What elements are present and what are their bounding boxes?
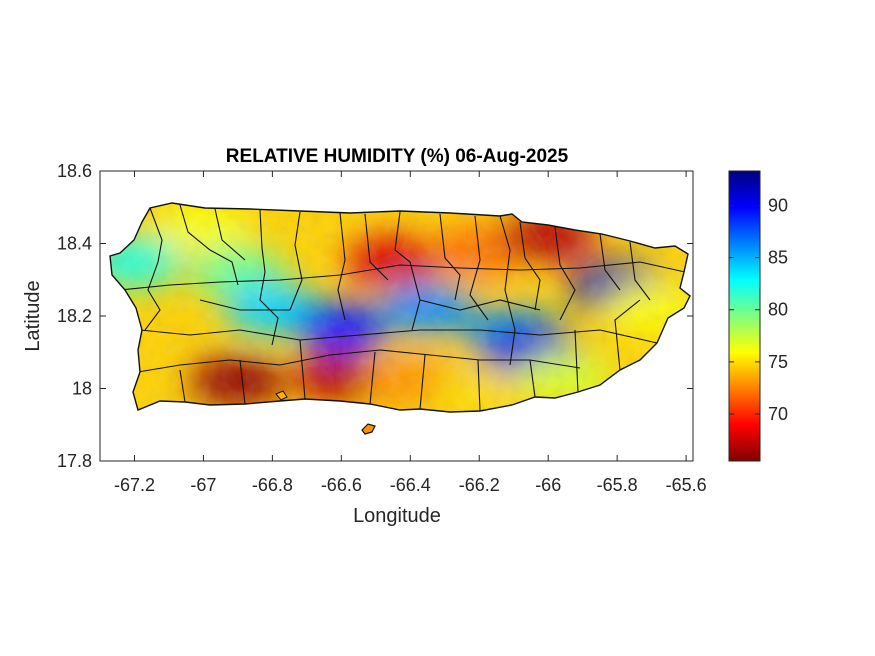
y-axis-label: Latitude (22, 280, 44, 351)
municipality-boundary (214, 208, 246, 261)
x-tick-label: -67 (190, 475, 216, 495)
municipality-boundary (574, 329, 579, 393)
y-axis: 17.8 18 18.2 18.4 18.6 (57, 161, 693, 471)
municipality-boundaries (119, 204, 686, 412)
municipality-boundary (469, 215, 489, 321)
x-axis: -67.2 -67 -66.8 -66.6 -66.4 -66.2 -66 -65.8 -65.… (114, 171, 707, 495)
x-tick-label: -66 (535, 475, 561, 495)
y-tick-label: 18.4 (57, 234, 92, 254)
colorbar (728, 170, 761, 462)
municipality-boundary (199, 299, 290, 311)
humidity-map (109, 202, 691, 435)
municipality-boundary (419, 299, 541, 311)
islet (361, 423, 376, 435)
municipality-boundary (369, 351, 376, 405)
municipality-boundary (364, 213, 389, 281)
colorbar-tick-label: 85 (768, 248, 788, 268)
x-tick-label: -65.6 (666, 475, 707, 495)
y-tick-label: 18 (72, 379, 92, 399)
municipality-boundary (119, 261, 686, 291)
municipality-boundary (439, 213, 461, 301)
municipality-boundary (394, 211, 421, 331)
municipality-boundary (299, 339, 306, 400)
municipality-boundary (599, 233, 621, 291)
x-tick-label: -66.4 (390, 475, 431, 495)
municipality-boundary (554, 226, 576, 321)
islet (275, 390, 288, 401)
x-tick-label: -66.2 (459, 475, 500, 495)
chart-title: RELATIVE HUMIDITY (%) 06-Aug-2025 (226, 146, 569, 167)
x-tick-label: -66.8 (252, 475, 293, 495)
municipality-boundary (529, 359, 536, 398)
municipality-boundary (419, 354, 426, 410)
colorbar-tick-label: 75 (768, 352, 788, 372)
y-tick-label: 17.8 (57, 451, 92, 471)
colorbar-ticks: 70 75 80 85 90 (729, 195, 788, 424)
x-tick-label: -66.6 (321, 475, 362, 495)
municipality-boundary (179, 369, 186, 403)
x-axis-label: Longitude (353, 505, 441, 527)
municipality-boundary (179, 204, 239, 286)
municipality-boundary (289, 211, 303, 311)
municipality-boundary (614, 299, 641, 371)
municipality-boundary (137, 349, 581, 373)
x-tick-label: -67.2 (114, 475, 155, 495)
colorbar-tick-label: 80 (768, 300, 788, 320)
island-outline (109, 202, 691, 413)
municipality-boundary (477, 359, 481, 412)
municipality-boundary (144, 207, 163, 331)
municipality-boundary (499, 215, 516, 366)
municipality-boundary (629, 241, 651, 301)
x-tick-label: -65.8 (597, 475, 638, 495)
y-tick-label: 18.6 (57, 161, 92, 181)
colorbar-tick-label: 90 (768, 195, 788, 215)
municipality-boundary (259, 209, 279, 346)
municipality-boundary (239, 359, 246, 405)
colorbar-tick-label: 70 (768, 404, 788, 424)
municipality-boundary (139, 329, 658, 344)
y-tick-label: 18.2 (57, 306, 92, 326)
municipality-boundary (519, 221, 541, 311)
